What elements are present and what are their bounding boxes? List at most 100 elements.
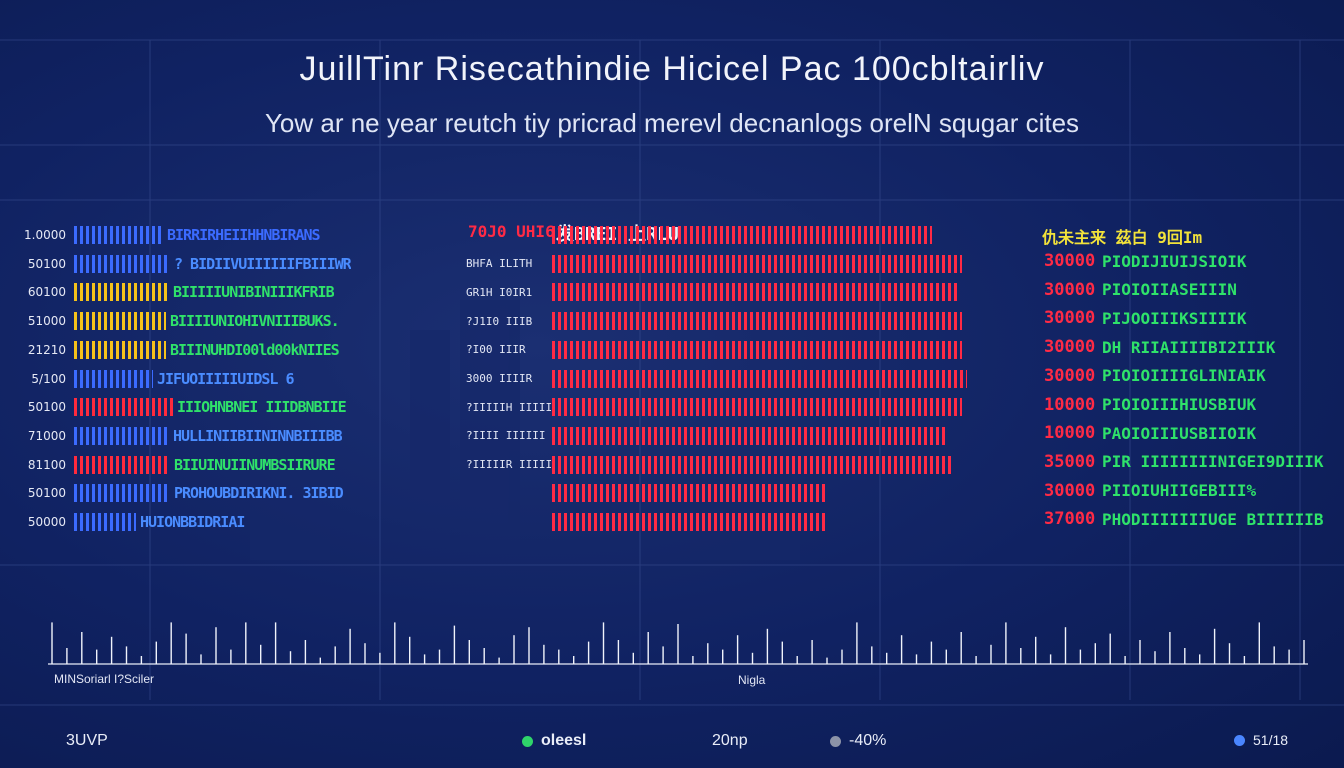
right-table-row: 30000 PIOIOIIASEIIIN <box>1044 279 1237 301</box>
left-bar-row: 1.0000 BIRRIRHEIIHHNBIRANS <box>20 224 320 246</box>
left-bar-row: 71000 HULLINIIBIININNBIIIBB <box>20 425 342 447</box>
middle-bar-row: ?IIII IIIIII <box>466 425 947 447</box>
right-row-label: PIR IIIIIIIINIGEI9DIIIK <box>1102 452 1324 472</box>
right-row-label: PIOIOIIIHIUSBIUK <box>1102 395 1257 414</box>
middle-category-label: ?J1I0 IIIB <box>466 314 533 328</box>
right-row-label: PIIOIUHIIGEBIII% <box>1102 481 1257 501</box>
left-category-label: 71000 <box>27 428 66 443</box>
right-row-value: 10000 <box>1044 394 1096 415</box>
legend-dot-gray <box>830 735 841 747</box>
right-table-row: 30000 PIIOIUHIIGEBIII% <box>1044 480 1256 502</box>
legend-label-3: -40% <box>849 732 887 749</box>
left-bar-text: BIRRIRHEIIHHNBIRANS <box>167 226 320 244</box>
left-category-label: 51000 <box>27 314 66 329</box>
left-bar-row: 21210 BIIINUHDI00ld00kNIIES <box>20 339 339 361</box>
left-bar <box>74 513 136 531</box>
left-bar <box>74 340 166 359</box>
timeline-label-left: MINSoriarl I?Sciler <box>54 672 155 686</box>
left-category-label: 60100 <box>27 285 66 300</box>
middle-bar-row: ?IIIIIH IIIII <box>466 396 962 418</box>
middle-bar-row: BHFA ILITH <box>466 253 962 275</box>
left-bar <box>74 398 173 417</box>
left-category-label: 50000 <box>27 515 66 529</box>
middle-bar-row <box>466 224 932 246</box>
left-bar-row: 50100 PROHOUBDIRIKNI. 3IBID <box>20 482 343 504</box>
right-row-value: 30000 <box>1044 251 1096 271</box>
left-bar-row: 60100 BIIIIIUNIBINIIIKFRIB <box>20 281 334 303</box>
right-table-row: 30000 PIJOOIIIKSIIIIK <box>1044 307 1247 329</box>
middle-bar-row <box>466 511 827 533</box>
left-bar <box>74 283 169 302</box>
right-row-label: PHODIIIIIIIUGE BIIIIIIB <box>1102 509 1324 529</box>
middle-bar <box>552 426 947 445</box>
right-header: 仇未主来 茲白 9回Im <box>1042 228 1203 247</box>
middle-bar-row: 3000 IIIIR <box>466 368 967 390</box>
legend-label-1: oleesl <box>541 732 587 749</box>
left-bar <box>74 254 170 273</box>
middle-bar <box>552 283 957 302</box>
right-table-row: 35000 PIR IIIIIIIINIGEI9DIIIK <box>1044 451 1324 473</box>
right-row-value: 30000 <box>1044 337 1096 358</box>
right-table-row: 10000 PIOIOIIIHIUSBIUK <box>1044 394 1256 416</box>
left-bar-text: ? BIDIIVUIIIIIIFBIIIWR <box>174 254 351 273</box>
left-category-label: 5/100 <box>31 371 66 386</box>
middle-bar <box>552 226 932 244</box>
middle-bar-row: ?IIIIIR IIIIIR <box>466 454 952 476</box>
right-row-label: PIOIOIIASEIIIN <box>1102 280 1237 300</box>
right-row-value: 30000 <box>1044 279 1096 300</box>
left-bar-text: PROHOUBDIRIKNI. 3IBID <box>174 484 343 503</box>
right-row-label: PIJOOIIIKSIIIIK <box>1102 308 1247 328</box>
legend-label-2: 20np <box>712 732 748 749</box>
legend-dot-green <box>522 735 533 747</box>
left-bar-row: 50100 ? BIDIIVUIIIIIIFBIIIWR <box>20 253 351 275</box>
middle-bar <box>552 312 962 331</box>
left-category-label: 50100 <box>27 256 66 271</box>
middle-bar <box>552 254 962 273</box>
chart-title: JuillTinr Risecathindie Hicicel Pac 100c… <box>299 50 1045 88</box>
right-table-row: 10000 PAOIOIIIUSBIIOIK <box>1044 422 1256 444</box>
middle-category-label: 3000 IIIIR <box>466 372 533 385</box>
middle-bar <box>552 398 962 417</box>
left-category-label: 50100 <box>27 486 66 501</box>
middle-bar-row: ?J1I0 IIIB <box>466 310 962 332</box>
left-bar-text: IIIOHNBNEI IIIDBNBIIE <box>177 398 346 417</box>
legend-dot-blue <box>1234 734 1245 746</box>
right-table-row: 30000 PIODIJIUIJSIOIK <box>1044 250 1247 272</box>
middle-bar-row: ?I00 IIIR <box>466 339 962 361</box>
left-bar-row: 5/100 JIFUOIIIIIUIDSL 6 <box>20 368 294 390</box>
middle-category-label: BHFA ILITH <box>466 257 533 271</box>
legend-item-4: 51/18 <box>1234 732 1288 748</box>
right-row-value: 35000 <box>1044 451 1096 472</box>
left-category-label: 81100 <box>27 457 66 472</box>
left-bar-text: HUIONBBIDRIAIB <box>140 513 245 531</box>
left-bar <box>74 426 169 445</box>
timeline-spike-chart <box>48 622 1308 665</box>
right-table-row: 37000 PHODIIIIIIIUGE BIIIIIIB <box>1044 508 1324 530</box>
right-row-value: 10000 <box>1044 423 1096 444</box>
legend-item-2: 20np <box>712 732 748 750</box>
left-bar-row: 50000 HUIONBBIDRIAIB <box>20 511 245 533</box>
middle-bar <box>552 340 962 359</box>
middle-category-label: ?IIIIIH IIIII <box>466 400 552 414</box>
middle-bar <box>552 513 827 531</box>
right-table-row: 30000 DH RIIAIIIIBI2IIIK <box>1044 336 1275 358</box>
footer-left: 3UVP <box>66 732 108 750</box>
middle-category-label: ?IIIIIR IIIIIR <box>466 458 552 472</box>
middle-category-label: ?I00 IIIR <box>466 343 526 357</box>
left-category-label: 50100 <box>27 400 66 415</box>
middle-bar-row: GR1H I0IR1 <box>466 281 957 303</box>
left-bar-text: BIIIIUNIOHIVNIIIBUKS. <box>170 312 339 331</box>
left-bar-text: HULLINIIBIININNBIIIBB <box>173 426 342 445</box>
right-row-label: PIODIJIUIJSIOIK <box>1102 251 1247 271</box>
timeline-label-mid: Nigla <box>738 673 766 687</box>
left-category-label: 1.0000 <box>24 228 66 242</box>
left-bar <box>74 226 163 244</box>
left-category-label: 21210 <box>27 342 66 357</box>
right-row-value: 30000 <box>1044 308 1096 329</box>
left-bar-text: JIFUOIIIIIUIDSL 6 <box>157 369 294 388</box>
middle-bar <box>552 369 967 388</box>
middle-category-label: GR1H I0IR1 <box>466 285 533 299</box>
right-row-value: 30000 <box>1044 365 1096 386</box>
right-row-value: 37000 <box>1044 509 1096 530</box>
chart-subtitle: Yow ar ne year reutch tiy pricrad merevl… <box>264 108 1080 138</box>
